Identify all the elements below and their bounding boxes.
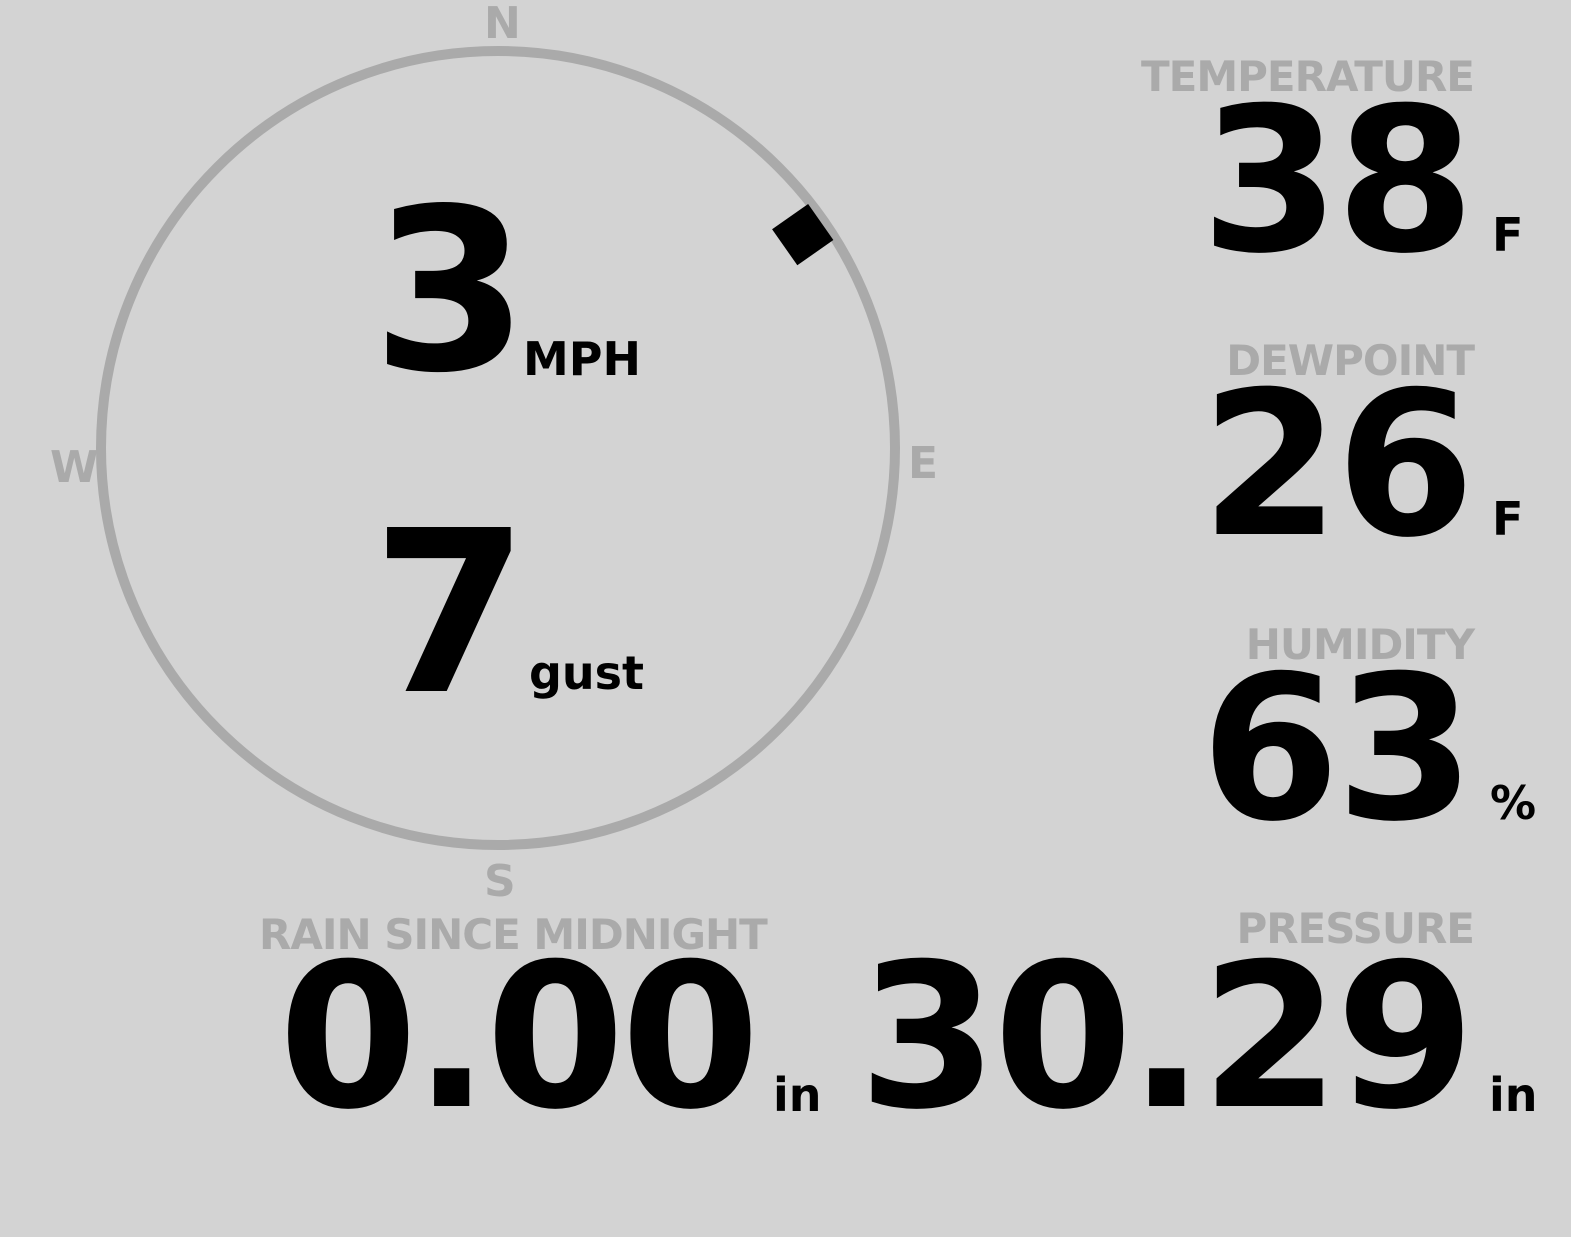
rain-unit: in — [773, 1068, 822, 1122]
wind-speed-unit: MPH — [523, 332, 641, 386]
wind-gust-value: 7 — [372, 483, 529, 745]
temperature-value: 38 — [1200, 65, 1475, 298]
compass-north: N — [484, 0, 521, 49]
pressure-unit: in — [1489, 1068, 1538, 1122]
wind-direction-marker — [772, 203, 834, 266]
compass-south: S — [484, 856, 516, 907]
compass-east: E — [908, 438, 939, 489]
temperature-unit: F — [1492, 208, 1524, 262]
compass-west: W — [50, 442, 99, 493]
pressure-label: PRESSURE — [1236, 904, 1475, 953]
humidity-label: HUMIDITY — [1245, 620, 1475, 669]
dewpoint-value: 26 — [1200, 349, 1475, 582]
pressure-value: 30.29 — [858, 921, 1475, 1154]
rain-label: RAIN SINCE MIDNIGHT — [259, 910, 768, 959]
temperature-label: TEMPERATURE — [1141, 52, 1475, 101]
dewpoint-label: DEWPOINT — [1226, 336, 1475, 385]
wind-gust-label: gust — [529, 646, 645, 700]
dewpoint-unit: F — [1492, 492, 1524, 546]
rain-value: 0.00 — [278, 921, 760, 1154]
humidity-value: 63 — [1200, 633, 1475, 866]
compass-ring — [96, 46, 900, 850]
humidity-unit: % — [1490, 776, 1537, 830]
wind-speed-value: 3 — [372, 161, 529, 423]
